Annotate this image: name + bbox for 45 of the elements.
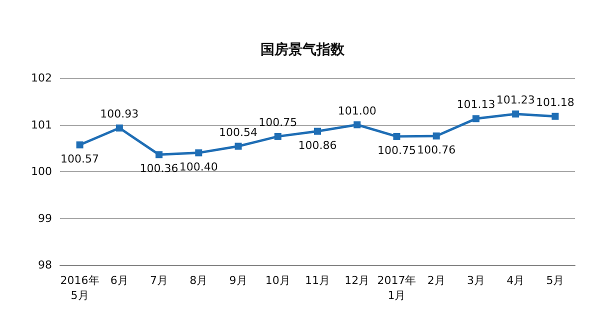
x-tick-label: 11月 (305, 274, 330, 287)
x-tick-label: 4月 (506, 274, 525, 287)
data-label: 100.93 (100, 108, 139, 121)
point (472, 115, 480, 122)
x-tick-label: 5月 (546, 274, 564, 287)
y-tick-label: 99 (38, 212, 52, 225)
data-label: 100.57 (60, 152, 100, 166)
data-label: 100.36 (140, 162, 178, 176)
x-tick-label: 8月 (190, 274, 208, 287)
point (354, 121, 361, 128)
data-label: 100.75 (377, 144, 416, 157)
point (314, 128, 321, 135)
point (274, 132, 282, 140)
point (512, 110, 520, 118)
x-tick-label: 9月 (229, 274, 248, 287)
x-tick-label: 3月 (466, 274, 485, 287)
data-label: 101.18 (536, 96, 574, 109)
data-label: 100.40 (179, 160, 218, 174)
point (156, 151, 163, 158)
point (116, 124, 123, 132)
x-tick-label: 7月 (150, 274, 168, 287)
point (552, 112, 559, 120)
x-tick-label: 12月 (344, 274, 370, 287)
data-label: 101.13 (456, 98, 496, 112)
x-tick-label: 2月 (427, 274, 446, 287)
y-tick-label: 100 (31, 165, 52, 178)
x-tick-label: 2016年 5月 (60, 274, 100, 302)
x-tick-label: 2017年 1月 (377, 274, 416, 302)
data-label: 100.54 (219, 126, 258, 139)
data-label: 101.23 (496, 93, 535, 106)
point (195, 149, 202, 156)
y-tick-label: 102 (31, 72, 52, 84)
y-tick-label: 101 (31, 118, 52, 132)
chart-title: 国房景气指数 (260, 41, 346, 58)
y-tick-label: 98 (38, 258, 52, 272)
point (234, 142, 242, 150)
x-tick-label: 10月 (265, 274, 290, 287)
point (393, 132, 400, 140)
data-label: 101.00 (338, 104, 376, 118)
data-label: 100.86 (298, 138, 337, 152)
point (432, 132, 440, 140)
point (76, 141, 84, 148)
data-label: 100.76 (417, 143, 456, 156)
data-label: 100.75 (258, 116, 298, 129)
x-tick-label: 6月 (110, 274, 128, 287)
